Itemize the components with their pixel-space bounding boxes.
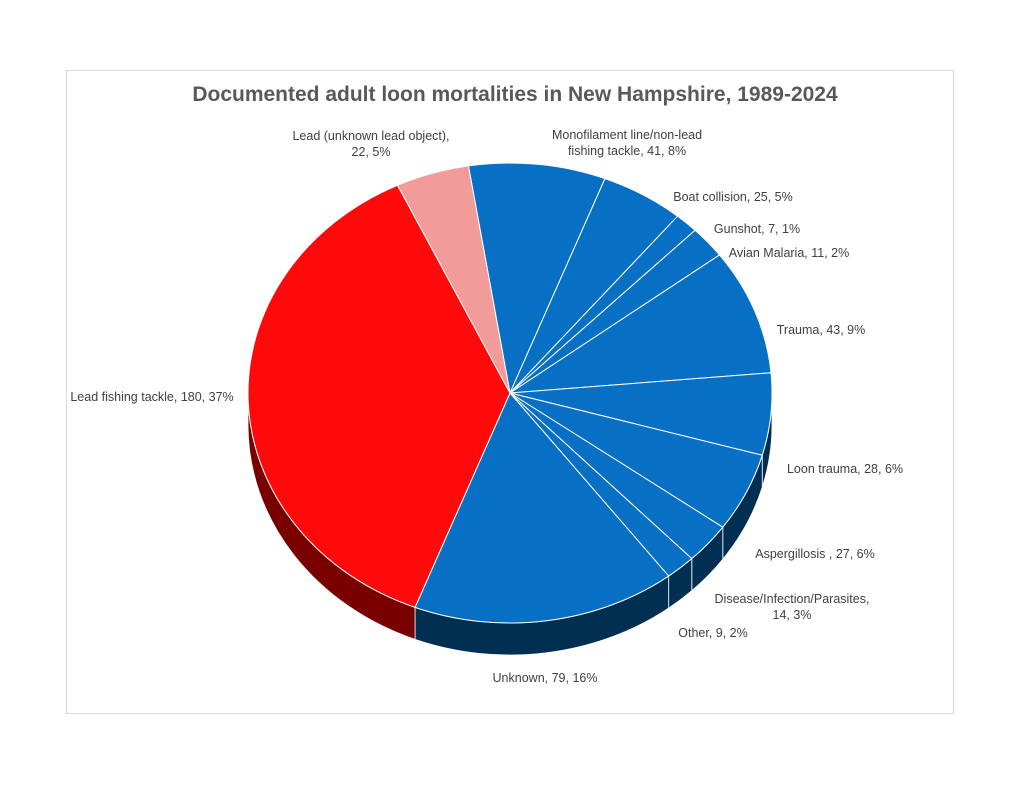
data-label-boat-collision: Boat collision, 25, 5% xyxy=(673,190,793,204)
data-label-lead-fishing-tackle: Lead fishing tackle, 180, 37% xyxy=(70,390,233,404)
pie-top-faces xyxy=(247,162,773,624)
pie-slice-lead-unknown-lead-object xyxy=(397,165,511,394)
data-label-trauma: Trauma, 43, 9% xyxy=(777,323,865,337)
data-label-aspergillosis: Aspergillosis , 27, 6% xyxy=(755,547,875,561)
data-label-monofilament-line-non-lead-fishing-tackle: Monofilament line/non-lead fishing tackle… xyxy=(552,128,702,158)
data-label-gunshot: Gunshot, 7, 1% xyxy=(714,222,800,236)
data-label-lead-unknown-lead-object: Lead (unknown lead object), 22, 5% xyxy=(292,129,449,159)
pie-slice-trauma xyxy=(509,254,772,394)
data-label-other: Other, 9, 2% xyxy=(678,626,747,640)
data-label-loon-trauma: Loon trauma, 28, 6% xyxy=(787,462,903,476)
data-label-unknown: Unknown, 79, 16% xyxy=(493,671,598,685)
pie-slice-unknown xyxy=(414,392,670,624)
pie-side-walls xyxy=(247,392,773,656)
data-label-disease-infection-parasites: Disease/Infection/Parasites, 14, 3% xyxy=(715,592,870,622)
data-label-avian-malaria: Avian Malaria, 11, 2% xyxy=(729,246,849,260)
pie-slice-monofilament-line-non-lead-fishing-tackle xyxy=(467,162,606,394)
data-labels: Monofilament line/non-lead fishing tackle… xyxy=(70,128,903,685)
pie-slice-lead-fishing-tackle xyxy=(247,184,511,608)
chart-title: Documented adult loon mortalities in New… xyxy=(192,83,838,106)
